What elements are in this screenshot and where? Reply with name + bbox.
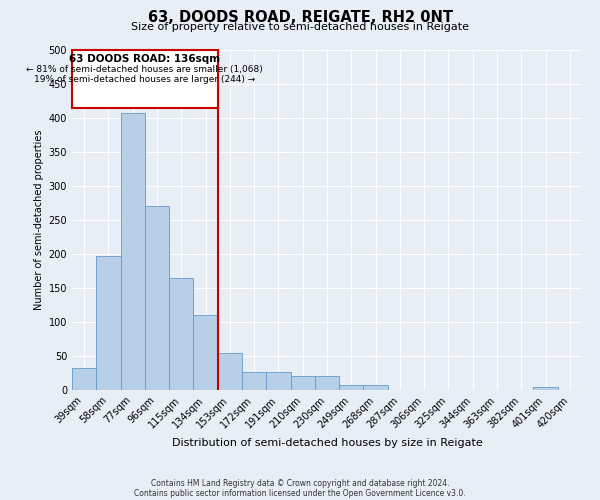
Bar	[121, 112, 145, 390]
Bar	[145, 206, 169, 390]
Text: 63 DOODS ROAD: 136sqm: 63 DOODS ROAD: 136sqm	[69, 54, 220, 64]
Bar	[290, 376, 315, 390]
Y-axis label: Number of semi-detached properties: Number of semi-detached properties	[34, 130, 44, 310]
Bar	[364, 385, 388, 390]
Bar	[339, 385, 364, 390]
Bar	[242, 372, 266, 390]
Text: 63, DOODS ROAD, REIGATE, RH2 0NT: 63, DOODS ROAD, REIGATE, RH2 0NT	[148, 10, 452, 25]
Bar	[169, 278, 193, 390]
FancyBboxPatch shape	[72, 50, 218, 108]
Bar	[266, 372, 290, 390]
Bar	[315, 376, 339, 390]
Bar	[533, 386, 558, 390]
Bar	[96, 256, 121, 390]
Bar	[193, 315, 218, 390]
Text: Size of property relative to semi-detached houses in Reigate: Size of property relative to semi-detach…	[131, 22, 469, 32]
X-axis label: Distribution of semi-detached houses by size in Reigate: Distribution of semi-detached houses by …	[172, 438, 482, 448]
Bar	[72, 368, 96, 390]
Text: Contains HM Land Registry data © Crown copyright and database right 2024.: Contains HM Land Registry data © Crown c…	[151, 478, 449, 488]
Text: Contains public sector information licensed under the Open Government Licence v3: Contains public sector information licen…	[134, 488, 466, 498]
Text: 19% of semi-detached houses are larger (244) →: 19% of semi-detached houses are larger (…	[34, 75, 256, 84]
Text: ← 81% of semi-detached houses are smaller (1,068): ← 81% of semi-detached houses are smalle…	[26, 65, 263, 74]
Bar	[218, 352, 242, 390]
